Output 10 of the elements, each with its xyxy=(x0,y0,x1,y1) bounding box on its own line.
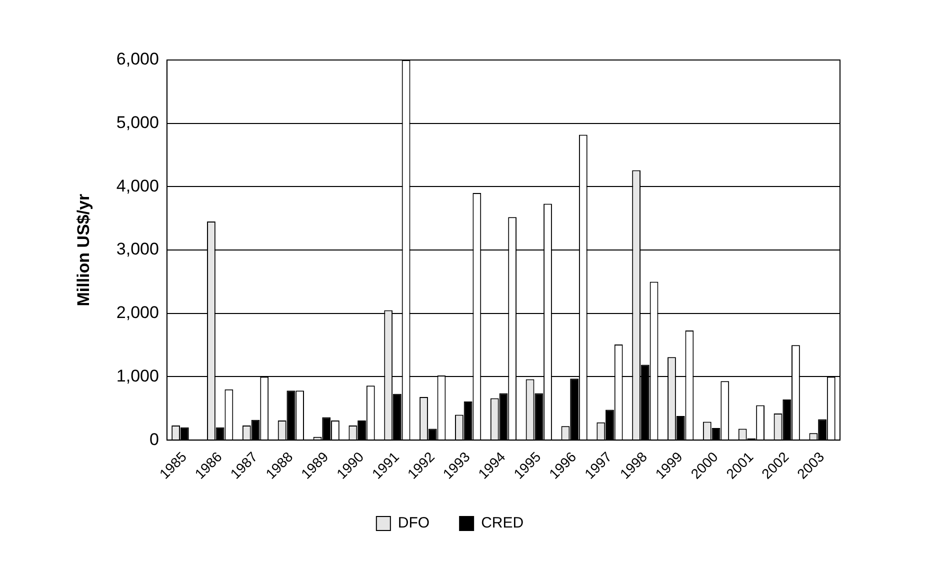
y-tick-label: 5,000 xyxy=(116,113,159,132)
legend-label: CRED xyxy=(481,514,524,532)
y-tick-label: 0 xyxy=(149,430,159,449)
y-tick-label: 6,000 xyxy=(116,50,159,69)
y-tick-label: 1,000 xyxy=(116,366,159,386)
y-tick-label: 3,000 xyxy=(116,240,159,259)
y-axis-title: Million US$/yr xyxy=(74,193,93,306)
y-tick-label: 4,000 xyxy=(116,176,159,196)
legend-label: DFO xyxy=(398,514,430,532)
y-tick-label: 2,000 xyxy=(116,303,159,322)
